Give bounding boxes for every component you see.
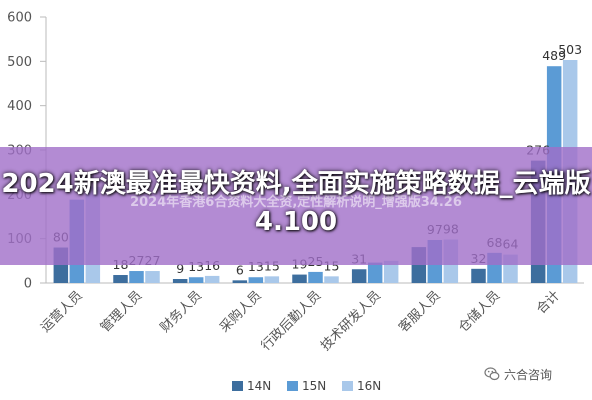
data-label: 6	[236, 262, 244, 277]
data-label: 489	[542, 48, 566, 63]
bar	[129, 271, 144, 283]
x-tick-label: 客服人员	[396, 288, 444, 336]
bar	[145, 271, 160, 283]
bar	[264, 276, 280, 283]
bar	[292, 274, 307, 283]
overlay-subtitle: 2024年香港6合资料大全资,定性解析说明_增强版34.26	[130, 195, 462, 210]
y-tick-label: 0	[24, 277, 32, 292]
y-tick-label: 400	[7, 99, 32, 114]
watermark-text: 六合咨询	[504, 367, 553, 382]
wechat-icon	[484, 367, 500, 381]
overlay-banner: 2024年香港6合资料大全资,定性解析说明_增强版34.26 2024新澳最准最…	[0, 147, 592, 265]
bar	[248, 277, 264, 283]
x-tick-label: 采购人员	[217, 288, 265, 336]
bar	[308, 271, 323, 283]
bar	[188, 277, 204, 283]
y-tick-label: 500	[7, 55, 32, 70]
legend-label: 16N	[357, 379, 381, 393]
x-tick-label: 运营人员	[38, 288, 85, 335]
x-tick-label: 仓储人员	[456, 288, 503, 335]
x-tick-label: 合计	[534, 288, 563, 317]
bar	[232, 280, 248, 283]
x-tick-label: 财务人员	[157, 288, 205, 336]
bar	[471, 268, 486, 283]
legend-label: 14N	[247, 379, 271, 393]
legend-label: 15N	[302, 379, 326, 393]
data-label: 503	[558, 42, 582, 57]
watermark: 六合咨询	[484, 364, 552, 384]
y-tick-label: 600	[7, 11, 32, 26]
bar	[351, 269, 367, 283]
bar	[172, 279, 188, 283]
bar	[367, 262, 383, 283]
x-tick-label: 行政后勤人员	[259, 288, 325, 354]
legend-swatch	[342, 381, 353, 391]
bar	[324, 276, 339, 283]
x-tick-label: 技术研发人员	[318, 288, 384, 354]
bar	[204, 275, 220, 283]
legend-swatch	[232, 381, 243, 391]
chart-legend: 14N 15N 16N	[232, 379, 381, 393]
bar	[113, 275, 128, 283]
legend-swatch	[287, 381, 298, 391]
overlay-title: 2024新澳最准最快资料,全面实施策略数据_云端版4.100	[1, 169, 591, 237]
data-label: 9	[176, 261, 184, 276]
x-tick-label: 管理人员	[98, 288, 145, 335]
bar	[383, 260, 399, 283]
